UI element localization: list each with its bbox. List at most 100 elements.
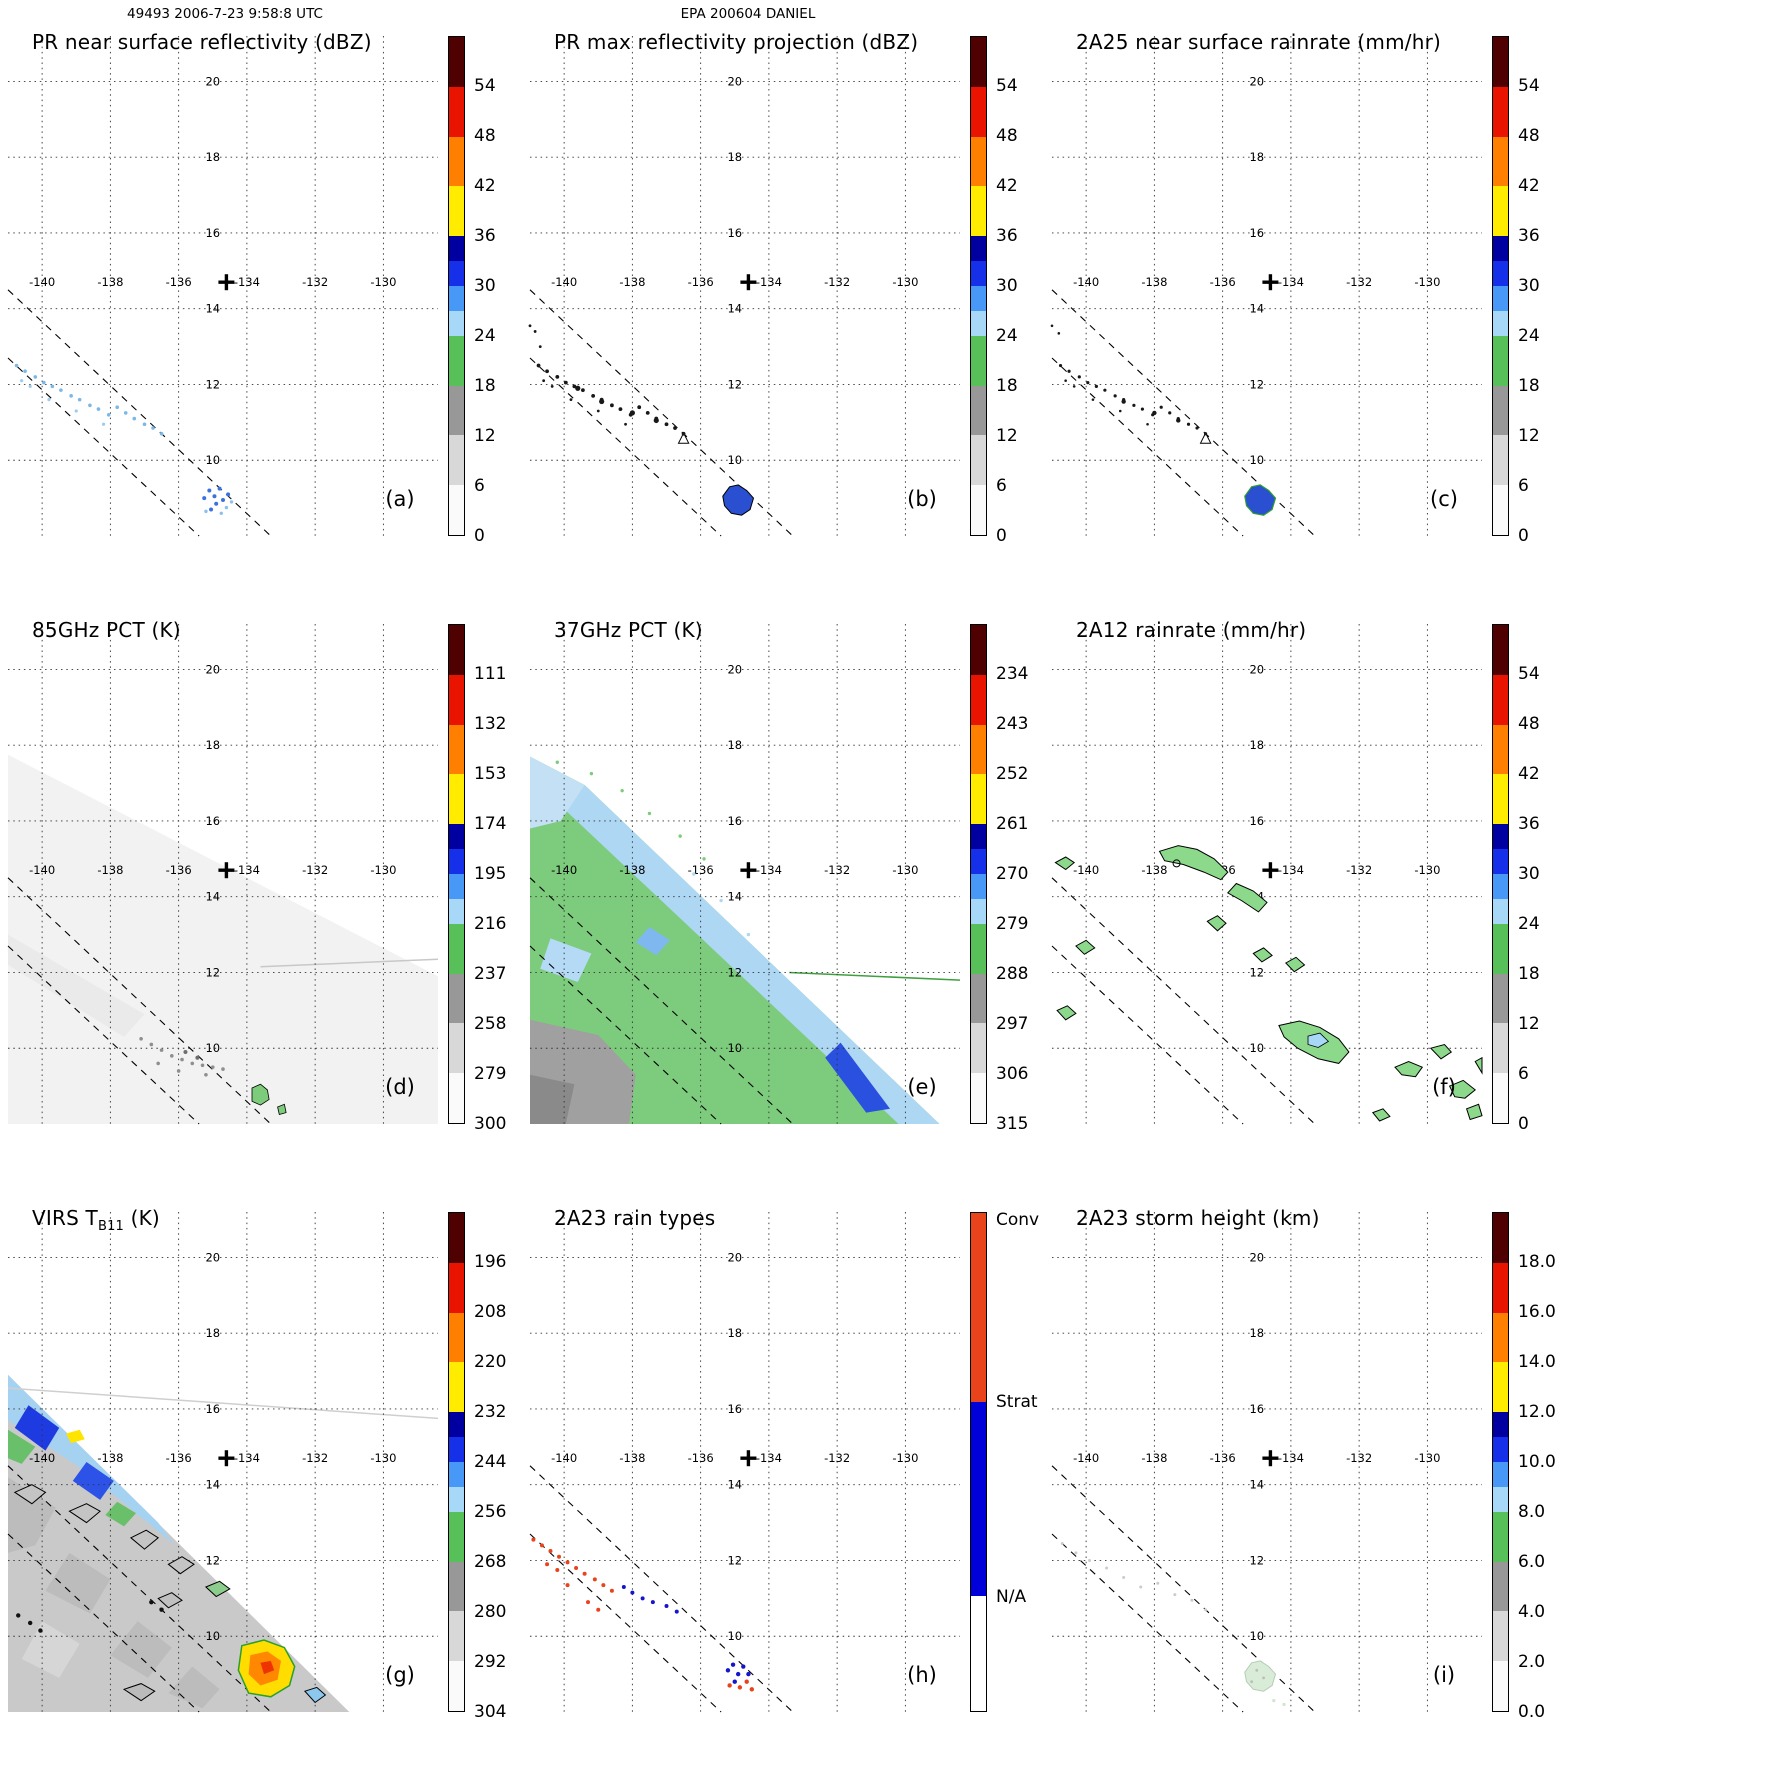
lat-label: 18 (727, 1326, 742, 1340)
center-cross-marker (1262, 1450, 1279, 1467)
lon-label: -132 (302, 1451, 328, 1465)
colorbar-segment (971, 674, 986, 725)
panel-letter: (i) (1433, 1663, 1455, 1687)
panel-letter: (h) (907, 1663, 937, 1687)
colorbar-segment (449, 1486, 464, 1512)
colorbar-tick-label: 18 (1518, 376, 1540, 396)
lat-label: 18 (1249, 738, 1264, 752)
colorbar-segment (449, 385, 464, 436)
lat-label: 14 (1249, 302, 1264, 316)
colorbar-tick-label: 243 (996, 714, 1029, 734)
colorbar-tick-label: 24 (1518, 914, 1540, 934)
lon-label: -140 (1073, 275, 1099, 289)
panel-b: -140 -138 -136 -134 -132 -130 20 18 16 14 12 10 (b) P… (528, 30, 1052, 596)
map-i: -140 -138 -136 -134 -132 -130 20 18 16 14 12 10 (i) (1051, 1212, 1482, 1713)
map-g: -140 -138 -136 -134 -132 -130 20 18 16 14 12 10 (g) (7, 1212, 439, 1713)
center-cross-marker (740, 1450, 757, 1467)
lon-label: -138 (619, 1451, 645, 1465)
lon-label: -140 (29, 1451, 55, 1465)
colorbar-segment (449, 435, 464, 486)
lat-label: 18 (205, 738, 220, 752)
colorbar-segment (1493, 435, 1508, 486)
colorbar-segment (1493, 849, 1508, 874)
colorbar-tick-label: 315 (996, 1114, 1029, 1134)
colorbar-category-label: Conv (996, 1209, 1040, 1230)
colorbar-segment (449, 923, 464, 974)
lat-label: 16 (1249, 1402, 1264, 1416)
panel-title-h: 2A23 rain types (554, 1206, 715, 1230)
panel-title-text: PR max reflectivity projection (dBZ) (554, 30, 919, 54)
colorbar-segment (1493, 385, 1508, 436)
gridlines (1052, 36, 1482, 536)
lat-label: 10 (1249, 1629, 1264, 1643)
colorbar-category-label: Strat (996, 1392, 1038, 1412)
panel-title-text: 2A12 rainrate (mm/hr) (1076, 618, 1307, 642)
colorbar-tick-label: 54 (474, 76, 496, 96)
colorbar-tick-label: 306 (996, 1064, 1029, 1084)
colorbar-segment (449, 1462, 464, 1487)
lat-label: 10 (205, 1041, 220, 1055)
colorbar-tick-label: 18 (996, 376, 1018, 396)
lon-label: -140 (551, 1451, 577, 1465)
colorbar-segment (971, 849, 986, 874)
lat-label: 18 (205, 1326, 220, 1340)
colorbar-tick-label: 30 (1518, 864, 1540, 884)
map-d: -140 -138 -136 -134 -132 -130 20 18 16 14 12 10 (d) (7, 624, 439, 1125)
colorbar-segment (971, 874, 986, 899)
colorbar-tick-label: 12 (1518, 1014, 1540, 1034)
center-cross-marker (740, 274, 757, 291)
lon-label: -130 (892, 863, 918, 877)
center-cross-marker (1262, 862, 1279, 879)
colorbar-segment (449, 774, 464, 825)
lon-label: -132 (1346, 863, 1372, 877)
map-b: -140 -138 -136 -134 -132 -130 20 18 16 14 12 10 (b) (528, 36, 960, 537)
storm-name-header: EPA 200604 DANIEL (680, 6, 816, 22)
colorbar-tick-label: 42 (474, 176, 496, 196)
swath-edge-lines (7, 1465, 272, 1713)
colorbar-segment (1493, 1462, 1508, 1487)
lon-label: -138 (619, 863, 645, 877)
colorbar-tick-label: 6 (996, 476, 1007, 496)
colorbar-segment (449, 1561, 464, 1612)
map-h: -140 -138 -136 -134 -132 -130 20 18 16 14 12 10 (h) (529, 1212, 960, 1713)
colorbar-segment (1493, 1213, 1508, 1263)
lon-label: -132 (824, 1451, 850, 1465)
colorbar-segment (449, 849, 464, 874)
lon-label: -132 (302, 863, 328, 877)
colorbar-tick-label: 12 (1518, 426, 1540, 446)
colorbar-segment (1493, 335, 1508, 386)
center-cross-marker (218, 274, 235, 291)
lat-label: 10 (205, 453, 220, 467)
colorbar-segment (449, 1262, 464, 1313)
swath-edge-lines (529, 877, 794, 1125)
map-e: -140 -138 -136 -134 -132 -130 20 18 16 14 12 10 (e) (529, 624, 961, 1125)
panel-letter: (a) (385, 487, 414, 511)
lat-label: 12 (205, 965, 220, 979)
colorbar-segment (971, 898, 986, 924)
lon-label: -138 (1141, 863, 1167, 877)
colorbar-tick-label: 244 (474, 1452, 507, 1472)
colorbar-segment (449, 37, 464, 87)
lon-label: -136 (1210, 1451, 1236, 1465)
lat-label: 14 (205, 302, 220, 316)
panel-title-f: 2A12 rainrate (mm/hr) (1076, 618, 1306, 642)
colorbar-segment (1493, 37, 1508, 87)
colorbar-segment (971, 37, 986, 87)
colorbar-segment (1493, 874, 1508, 899)
colorbar-segment (1493, 286, 1508, 311)
colorbar-segment (449, 236, 464, 262)
colorbar-segment (449, 261, 464, 286)
lat-label: 16 (727, 814, 742, 828)
colorbar-b (970, 36, 987, 536)
lat-label: 20 (205, 662, 220, 676)
colorbar-segment (1493, 1611, 1508, 1662)
colorbar-segment (1493, 724, 1508, 775)
lat-label: 20 (1249, 1250, 1264, 1264)
colorbar-segment (971, 1023, 986, 1074)
gridlines (8, 624, 438, 1124)
colorbar-a (448, 36, 465, 536)
